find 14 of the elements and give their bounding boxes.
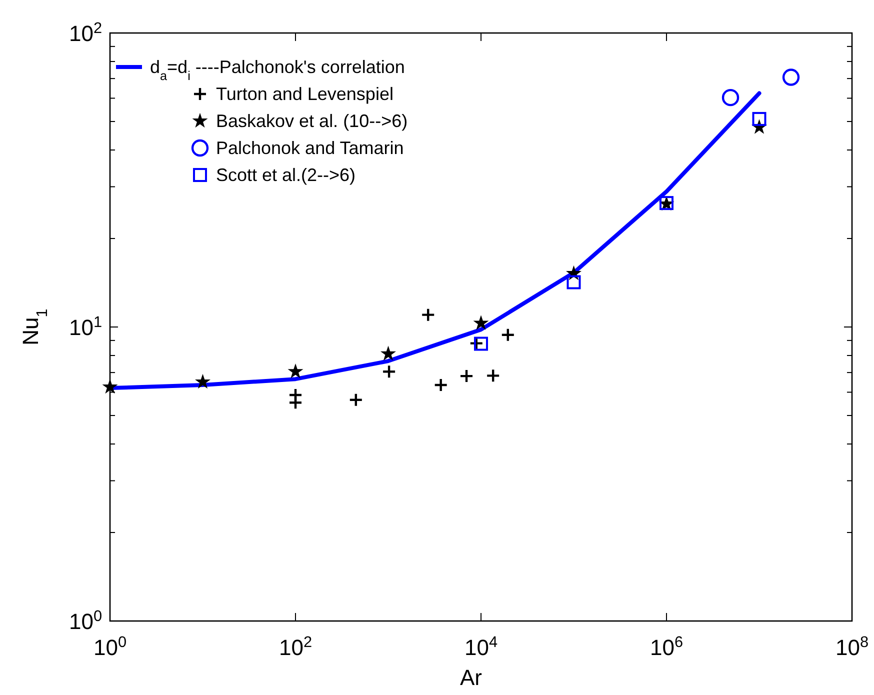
x-tick-label: 10$^{4}$ (464, 634, 498, 660)
y-tick-label: 10$^{2}$ (68, 20, 102, 46)
y-tick-label: 10$^{1}$ (68, 314, 102, 340)
x-tick-label: 10$^{0}$ (93, 634, 127, 660)
x-tick-label: 10$^{6}$ (650, 634, 684, 660)
y-tick-label: 10$^{0}$ (68, 608, 102, 634)
legend-label: d$_{a}$=d$_{i}$ ----Palchonok's correlation (150, 57, 405, 83)
x-tick-label: 10$^{8}$ (835, 634, 869, 660)
legend-label: Scott et al.(2-->6) (216, 165, 356, 185)
legend-label: Turton and Levenspiel (216, 84, 394, 104)
x-axis-title: Ar (460, 665, 482, 690)
legend-label: Palchonok and Tamarin (216, 138, 404, 158)
legend-label: Baskakov et al. (10-->6) (216, 111, 408, 131)
x-tick-label: 10$^{2}$ (278, 634, 312, 660)
